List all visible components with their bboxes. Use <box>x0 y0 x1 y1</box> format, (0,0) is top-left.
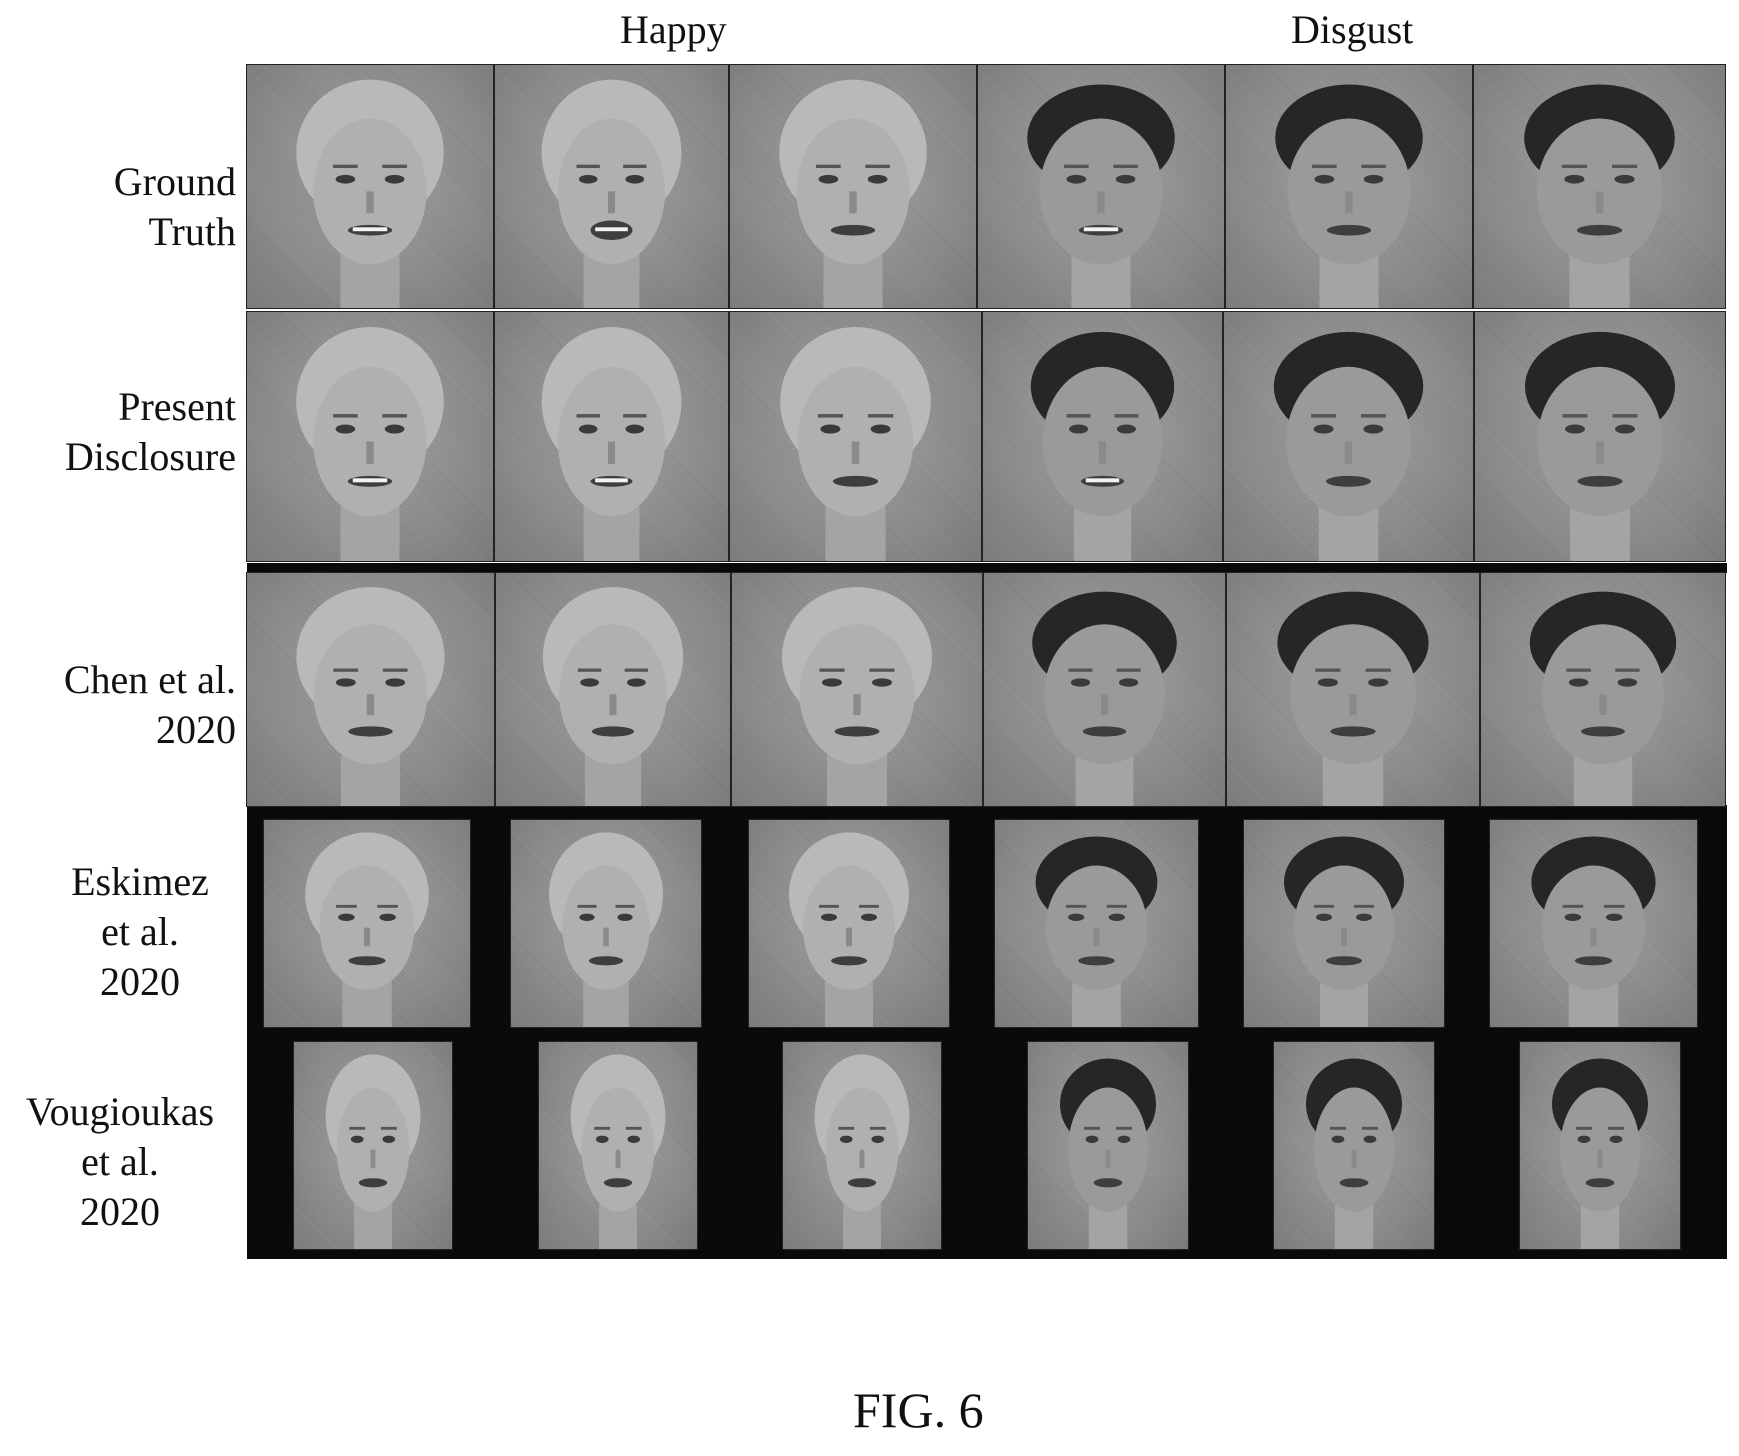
face-illustration <box>779 79 927 308</box>
face-image <box>748 819 950 1028</box>
column-header-happy: Happy <box>620 7 727 52</box>
face-illustration <box>570 1054 666 1249</box>
face-illustration <box>782 586 932 806</box>
face-illustration <box>1552 1058 1648 1249</box>
face-image <box>1027 1041 1189 1250</box>
face-illustration <box>1525 331 1675 561</box>
row-label-present-disclosure: Present Disclosure <box>64 384 236 479</box>
face-illustration <box>1273 331 1424 561</box>
face-image <box>1474 311 1726 562</box>
face-image <box>731 572 983 807</box>
face-image <box>1489 819 1698 1028</box>
face-illustration <box>541 79 682 308</box>
face-illustration <box>1284 836 1404 1027</box>
face-image <box>293 1041 453 1250</box>
face-image <box>1225 64 1473 309</box>
figure-label: FIG. 6 <box>853 1382 984 1438</box>
face-illustration <box>542 586 684 806</box>
face-illustration <box>541 326 682 561</box>
face-image <box>994 819 1199 1028</box>
face-image <box>538 1041 698 1250</box>
face-image <box>246 64 494 309</box>
row-label-chen: Chen et al. 2020 <box>63 657 236 752</box>
face-image <box>1226 572 1480 807</box>
face-illustration <box>789 832 909 1027</box>
column-header-disgust: Disgust <box>1291 7 1414 52</box>
face-illustration <box>1277 591 1429 806</box>
face-illustration <box>1531 836 1656 1027</box>
face-illustration <box>1035 836 1158 1027</box>
face-image <box>1243 819 1445 1028</box>
face-image <box>1519 1041 1681 1250</box>
face-illustration <box>780 326 931 561</box>
face-image <box>1223 311 1474 562</box>
face-image <box>729 311 982 562</box>
face-image <box>246 311 494 562</box>
face-illustration <box>296 586 445 806</box>
face-image <box>246 572 495 807</box>
face-illustration <box>1306 1058 1402 1249</box>
face-image <box>495 572 731 807</box>
face-illustration <box>325 1054 421 1249</box>
face-image <box>983 572 1226 807</box>
face-image <box>729 64 977 309</box>
face-image <box>977 64 1225 309</box>
image-grid <box>246 64 1727 1259</box>
face-illustration <box>1027 84 1175 308</box>
face-illustration <box>1275 84 1423 308</box>
face-image <box>1473 64 1726 309</box>
face-image <box>1480 572 1726 807</box>
face-image <box>494 64 729 309</box>
face-image <box>263 819 471 1028</box>
face-illustration <box>1032 591 1177 806</box>
face-image <box>1273 1041 1435 1250</box>
face-image <box>494 311 729 562</box>
band-black-background <box>247 805 1727 1259</box>
row-label-ground-truth: Ground Truth <box>113 159 236 254</box>
face-illustration <box>296 326 444 561</box>
band-divider <box>247 563 1727 573</box>
face-illustration <box>1030 331 1175 561</box>
face-illustration <box>1529 591 1677 806</box>
row-label-vougioukas: Vougioukas et al. 2020 <box>25 1089 215 1234</box>
face-illustration <box>305 832 429 1027</box>
face-image <box>510 819 702 1028</box>
face-image <box>982 311 1223 562</box>
face-image <box>782 1041 942 1250</box>
row-label-eskimez: Eskimez et al. 2020 <box>71 859 209 1004</box>
face-illustration <box>814 1054 910 1249</box>
face-illustration <box>549 832 663 1027</box>
face-illustration <box>1524 84 1675 308</box>
face-illustration <box>296 79 444 308</box>
face-illustration <box>1060 1058 1156 1249</box>
